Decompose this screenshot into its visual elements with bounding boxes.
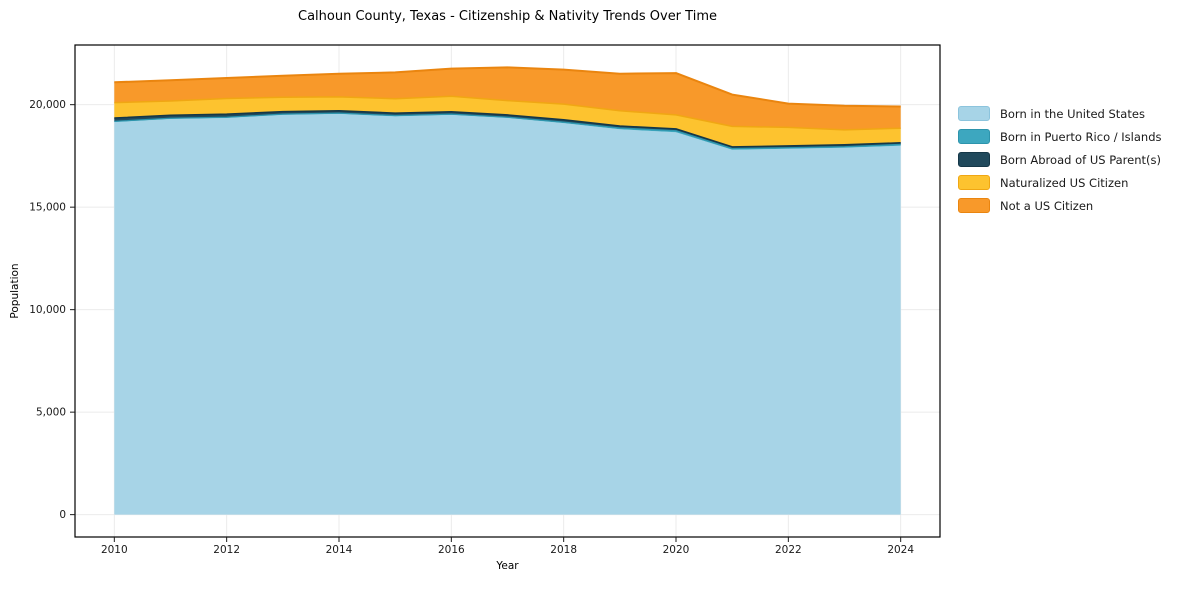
legend-label: Born in the United States [1000,106,1145,121]
x-tick-label: 2018 [550,544,577,556]
area-born-in-puerto-rico-islands [114,113,901,150]
area-naturalized-us-citizen [114,96,901,147]
legend-item-born-in-puerto-rico-islands: Born in Puerto Rico / Islands [958,125,1162,148]
x-tick-label: 2014 [326,544,353,556]
area-born-in-the-united-states [114,113,901,515]
x-tick-label: 2012 [213,544,240,556]
legend-item-naturalized-us-citizen: Naturalized US Citizen [958,171,1162,194]
x-tick-label: 2010 [101,544,128,556]
y-tick-label: 5,000 [36,407,66,419]
area-not-a-us-citizen [114,67,901,130]
edge-not-a-us-citizen [114,66,901,108]
plot-border [74,44,941,538]
legend-swatch-icon [958,152,990,167]
y-tick-label: 20,000 [29,99,66,111]
legend-item-born-in-the-united-states: Born in the United States [958,102,1162,125]
x-tick-label: 2020 [663,544,690,556]
y-tick-label: 10,000 [29,304,66,316]
legend-swatch-icon [958,175,990,190]
legend-label: Naturalized US Citizen [1000,175,1129,190]
legend: Born in the United States Born in Puerto … [958,102,1162,217]
x-tick-label: 2022 [775,544,802,556]
y-axis-label: Population [9,263,21,319]
edge-naturalized-us-citizen [114,95,901,131]
legend-item-not-a-us-citizen: Not a US Citizen [958,194,1162,217]
chart-title: Calhoun County, Texas - Citizenship & Na… [298,9,717,24]
legend-swatch-icon [958,106,990,121]
edge-born-abroad-of-us-parent-s [114,110,901,148]
legend-label: Born Abroad of US Parent(s) [1000,152,1161,167]
legend-label: Born in Puerto Rico / Islands [1000,129,1162,144]
edge-born-in-puerto-rico-islands [114,112,901,150]
x-tick-label: 2016 [438,544,465,556]
legend-swatch-icon [958,198,990,213]
legend-item-born-abroad-of-us-parent-s: Born Abroad of US Parent(s) [958,148,1162,171]
y-tick-label: 0 [59,509,66,521]
y-tick-label: 15,000 [29,202,66,214]
x-axis-label: Year [496,560,519,572]
x-tick-label: 2024 [887,544,914,556]
legend-swatch-icon [958,129,990,144]
legend-label: Not a US Citizen [1000,198,1094,213]
